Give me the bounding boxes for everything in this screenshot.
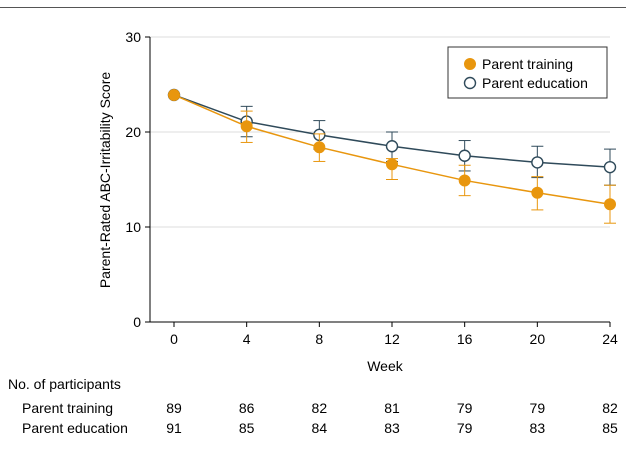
legend-marker-parent-training [464, 58, 476, 70]
participants-count: 89 [166, 400, 182, 416]
axes [149, 37, 610, 323]
data-point [385, 140, 399, 153]
legend-marker-parent-education [463, 76, 477, 90]
participants-count: 83 [384, 420, 400, 436]
data-point [603, 160, 617, 174]
data-point [240, 120, 253, 133]
x-tick-label: 16 [457, 331, 473, 347]
y-tick-label: 30 [125, 29, 141, 45]
gridlines [150, 36, 610, 228]
x-tick-label: 24 [602, 331, 618, 347]
legend: Parent training Parent education [447, 46, 608, 99]
participants-table: No. of participants Parent training Pare… [8, 376, 618, 436]
participants-count: 85 [239, 420, 255, 436]
participants-count: 86 [239, 400, 255, 416]
legend-label-parent-training: Parent training [482, 56, 573, 72]
participants-count: 79 [457, 400, 473, 416]
data-point [531, 186, 544, 199]
participants-count: 84 [312, 420, 328, 436]
participants-count: 82 [312, 400, 328, 416]
x-tick-label: 4 [243, 331, 251, 347]
x-tick-label: 0 [170, 331, 178, 347]
participants-count: 91 [166, 420, 182, 436]
x-tick-label: 8 [315, 331, 323, 347]
participants-count: 85 [602, 420, 618, 436]
data-point [458, 174, 471, 187]
data-point [386, 158, 398, 171]
data-point [313, 141, 326, 154]
participants-count: 79 [457, 420, 473, 436]
y-tick-label: 0 [133, 314, 141, 330]
data-point [531, 156, 544, 169]
y-tick-label: 20 [125, 124, 141, 140]
x-tick-label: 12 [384, 331, 400, 347]
data-point [458, 149, 471, 162]
participants-row-label: Parent education [22, 420, 128, 436]
y-tick-label: 10 [125, 219, 141, 235]
data-point [168, 88, 180, 101]
participants-count: 83 [530, 420, 546, 436]
y-ticks: 0 10 20 30 [125, 29, 150, 330]
x-tick-label: 20 [530, 331, 546, 347]
data-point [604, 198, 616, 211]
legend-label-parent-education: Parent education [482, 75, 588, 91]
participants-values: 89 86 82 81 79 79 82 91 85 84 83 79 83 85 [166, 400, 618, 436]
participants-heading: No. of participants [8, 376, 121, 392]
top-rule [0, 7, 626, 8]
participants-row-label: Parent training [22, 400, 113, 416]
participants-count: 81 [384, 400, 400, 416]
legend-box [447, 46, 608, 99]
y-axis-title: Parent-Rated ABC-Irritability Score [97, 72, 113, 289]
participants-count: 82 [602, 400, 618, 416]
series-parent-training [168, 88, 616, 224]
x-ticks: 0 4 8 12 16 20 24 [170, 322, 618, 347]
series-layer [167, 88, 617, 224]
participants-count: 79 [530, 400, 546, 416]
x-axis-title: Week [367, 358, 404, 374]
